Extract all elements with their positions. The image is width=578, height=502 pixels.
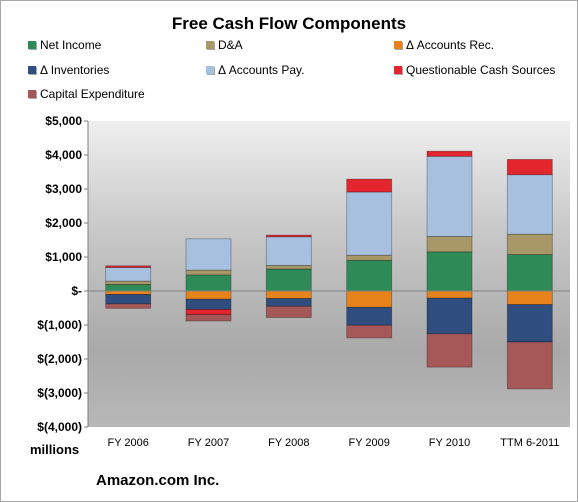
x-tick-label: TTM 6-2011 <box>500 437 559 449</box>
bar-segment-4-5 <box>506 174 553 235</box>
bar-segment-1-5 <box>506 233 553 255</box>
bar-segment-6-0 <box>105 303 152 309</box>
bar-segment-2-4 <box>426 290 473 299</box>
x-axis: FY 2006 FY 2007 FY 2008 FY 2009 FY 2010 TTM 6… <box>88 290 570 449</box>
bar-segment-0-2 <box>265 268 312 292</box>
bar-segment-6-2 <box>265 305 312 318</box>
legend-swatch <box>206 41 214 49</box>
bar-segment-2-3 <box>346 290 393 308</box>
bar-segment-6-4 <box>426 333 473 368</box>
bar-segment-1-1 <box>185 269 232 276</box>
legend-item-accounts-pay: Δ Accounts Pay. <box>206 63 305 77</box>
bar-segment-3-4 <box>426 297 473 335</box>
legend-swatch <box>394 66 402 74</box>
chart-title: Free Cash Flow Components <box>171 14 407 33</box>
bar-segment-3-1 <box>185 298 232 310</box>
bar-segment-2-1 <box>185 290 232 300</box>
bar-segment-0-5 <box>506 254 553 292</box>
bar-segment-2-5 <box>506 290 553 306</box>
bars <box>105 150 553 390</box>
legend-label: Questionable Cash Sources <box>406 63 556 77</box>
legend-label: Net Income <box>40 38 102 52</box>
legend-item-questionable-cash-sources: Questionable Cash Sources <box>394 63 555 77</box>
bar-segment-3-2 <box>265 298 312 307</box>
x-tick-label: FY 2010 <box>429 437 470 449</box>
y-tick-label: $3,000 <box>45 182 82 196</box>
bar-segment-6-1 <box>185 314 232 322</box>
bar-segment-0-4 <box>426 251 473 292</box>
legend-label: Capital Expenditure <box>40 87 145 101</box>
legend-swatch <box>28 66 36 74</box>
legend-item-da: D&A <box>206 38 243 52</box>
y-tick-label: $(1,000) <box>37 318 82 332</box>
units-label: millions <box>30 442 80 457</box>
legend-label: Δ Inventories <box>40 63 110 77</box>
bar-segment-4-3 <box>346 191 393 256</box>
bar-segment-0-3 <box>346 259 393 292</box>
y-tick-label: $5,000 <box>45 114 82 128</box>
y-tick-label: $- <box>71 284 82 298</box>
legend-swatch <box>28 41 36 49</box>
x-tick-label: FY 2006 <box>107 437 148 449</box>
legend-swatch <box>394 41 402 49</box>
bar-segment-5-1 <box>185 308 232 315</box>
y-tick-label: $(2,000) <box>37 352 82 366</box>
legend-item-accounts-rec: Δ Accounts Rec. <box>394 38 494 52</box>
bar-segment-1-0 <box>105 280 152 285</box>
legend-item-net-income: Net Income <box>28 38 101 52</box>
bar-segment-0-1 <box>185 274 232 292</box>
x-tick-label: FY 2007 <box>188 437 229 449</box>
source-label: Amazon.com Inc. <box>96 472 220 489</box>
bar-segment-3-3 <box>346 306 393 326</box>
y-tick-label: $(4,000) <box>37 420 82 434</box>
legend-label: D&A <box>218 38 243 52</box>
bar-segment-1-3 <box>346 254 393 261</box>
legend-item-inventories: Δ Inventories <box>28 63 109 77</box>
x-tick-label: FY 2008 <box>268 437 309 449</box>
y-axis: $(4,000) $(3,000) $(2,000) $(1,000) $- $1,000… <box>37 114 89 434</box>
y-tick-label: $4,000 <box>45 148 82 162</box>
bar-segment-5-5 <box>506 158 553 176</box>
x-tick-label: FY 2009 <box>348 437 389 449</box>
legend-label: Δ Accounts Rec. <box>406 38 495 52</box>
bar-segment-2-2 <box>265 290 312 299</box>
bar-segment-4-2 <box>265 236 312 266</box>
bar-segment-0-0 <box>105 284 152 292</box>
y-tick-label: $2,000 <box>45 216 82 230</box>
bar-segment-2-0 <box>105 290 152 295</box>
legend-item-capital-expenditure: Capital Expenditure <box>28 87 145 101</box>
bar-segment-4-0 <box>105 267 152 282</box>
y-tick-label: $1,000 <box>45 250 82 264</box>
plot-area <box>88 121 570 427</box>
y-tick-label: $(3,000) <box>37 386 82 400</box>
bar-segment-6-3 <box>346 324 393 339</box>
legend-swatch <box>28 90 36 98</box>
bar-segment-3-5 <box>506 304 553 343</box>
bar-segment-5-4 <box>426 150 473 157</box>
bar-segment-1-4 <box>426 236 473 253</box>
bar-segment-5-3 <box>346 178 393 193</box>
bar-segment-4-1 <box>185 238 232 271</box>
bar-segment-6-5 <box>506 341 553 390</box>
bar-segment-5-0 <box>105 265 152 268</box>
bar-segment-4-4 <box>426 155 473 237</box>
legend-label: Δ Accounts Pay. <box>218 63 305 77</box>
bar-segment-3-0 <box>105 293 152 305</box>
bar-segment-5-2 <box>265 234 312 238</box>
bar-segment-1-2 <box>265 264 312 270</box>
legend-swatch <box>206 66 214 74</box>
